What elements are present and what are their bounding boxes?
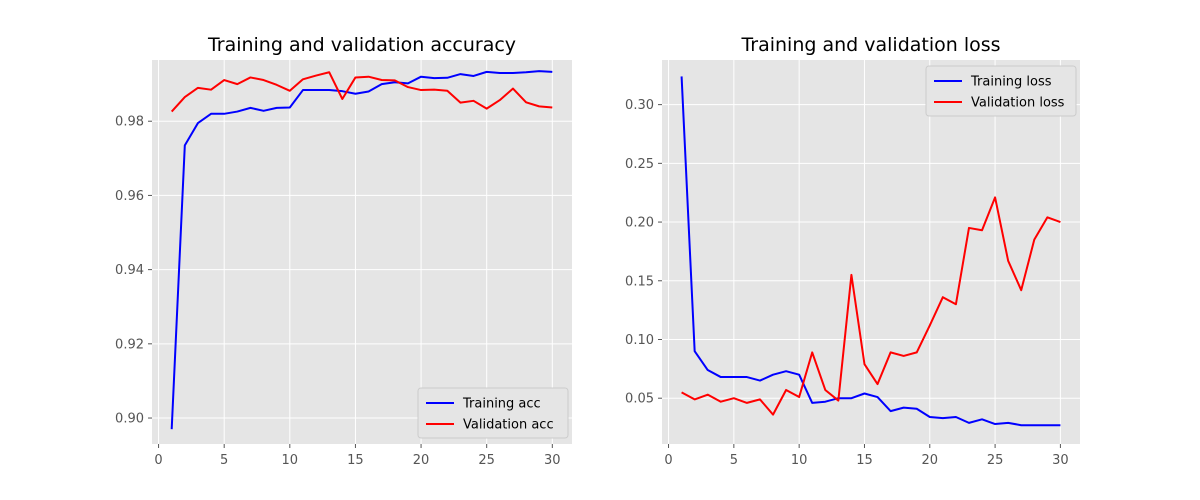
accuracy-legend-label: Validation acc [463,418,554,433]
loss-y-tick-label: 0.25 [625,157,654,172]
accuracy-x-tick-label: 10 [282,453,299,468]
loss-chart: Training and validation loss 0 5 10 15 20 25 3… [625,34,1080,468]
loss-x-tick-label: 0 [664,453,672,468]
accuracy-plot-area [152,60,572,444]
loss-series-training-loss [680,76,1061,427]
loss-legend-box [925,65,1077,117]
loss-y-tick-label: 0.05 [625,392,654,407]
loss-chart-title: Training and validation loss [740,34,1000,56]
accuracy-x-tick-label: 0 [154,453,162,468]
loss-x-tick-label: 10 [791,453,808,468]
loss-x-tick-label: 30 [1052,453,1069,468]
loss-plot-area [662,60,1080,444]
accuracy-y-tick-label: 0.92 [115,337,144,352]
accuracy-y-tick-label: 0.90 [115,412,144,427]
loss-legend-label: Validation loss [971,96,1065,111]
accuracy-series-training-acc [170,70,553,430]
loss-legend-label: Training loss [970,75,1052,90]
accuracy-y-tick-label: 0.94 [115,263,144,278]
accuracy-series-validation-acc [170,71,553,113]
loss-legend: Training loss Validation loss [925,65,1077,117]
accuracy-x-tick-label: 15 [347,453,364,468]
accuracy-x-tick-label: 30 [544,453,561,468]
accuracy-x-tick-label: 20 [413,453,430,468]
loss-series-validation-loss [681,196,1061,416]
loss-x-tick-label: 25 [987,453,1004,468]
loss-y-tick-label: 0.15 [625,274,654,289]
accuracy-x-tick-label: 5 [220,453,228,468]
accuracy-y-tick-label: 0.96 [115,189,144,204]
loss-y-tick-label: 0.10 [625,333,654,348]
loss-x-tick-label: 15 [856,453,873,468]
accuracy-legend-box [417,387,569,439]
loss-x-tick-label: 5 [730,453,738,468]
accuracy-chart-title: Training and validation accuracy [207,34,516,56]
loss-y-tick-label: 0.30 [625,98,654,113]
loss-x-tick-label: 20 [922,453,939,468]
accuracy-x-tick-label: 25 [478,453,495,468]
accuracy-chart: Training and validation accuracy 0 5 10 15 2… [115,34,572,468]
accuracy-legend-label: Training acc [462,397,541,412]
accuracy-y-tick-label: 0.98 [115,115,144,130]
loss-y-tick-label: 0.20 [625,216,654,231]
accuracy-legend: Training acc Validation acc [417,387,569,439]
